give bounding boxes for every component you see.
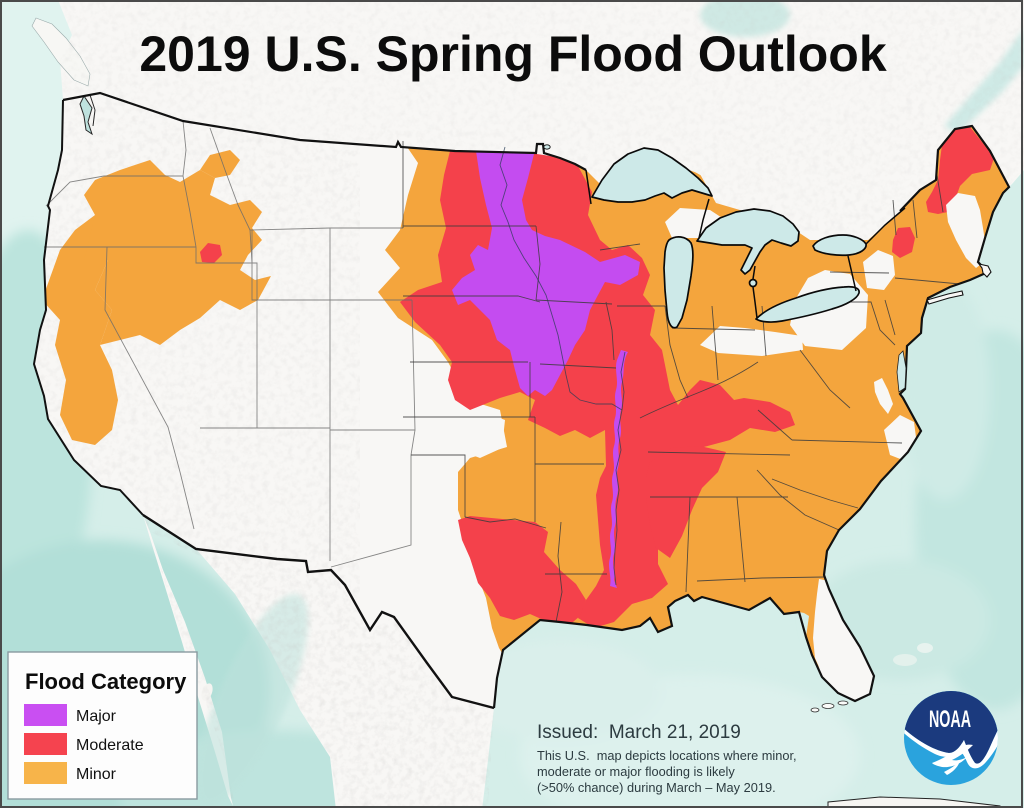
svg-text:Major: Major	[76, 708, 117, 725]
svg-text:This U.S. map depicts locatio: This U.S. map depicts locations where mi…	[537, 748, 797, 763]
svg-text:Minor: Minor	[76, 766, 117, 783]
svg-text:2019 U.S. Spring Flood Outlook: 2019 U.S. Spring Flood Outlook	[139, 26, 886, 82]
svg-text:Flood Category: Flood Category	[25, 669, 187, 694]
svg-text:Issued: March 21, 2019: Issued: March 21, 2019	[537, 722, 741, 743]
svg-text:(>50% chance) during March – M: (>50% chance) during March – May 2019.	[537, 780, 776, 795]
svg-text:Moderate: Moderate	[76, 737, 144, 754]
svg-text:NOAA: NOAA	[929, 706, 971, 733]
svg-text:moderate or major flooding is: moderate or major flooding is likely	[537, 764, 735, 779]
